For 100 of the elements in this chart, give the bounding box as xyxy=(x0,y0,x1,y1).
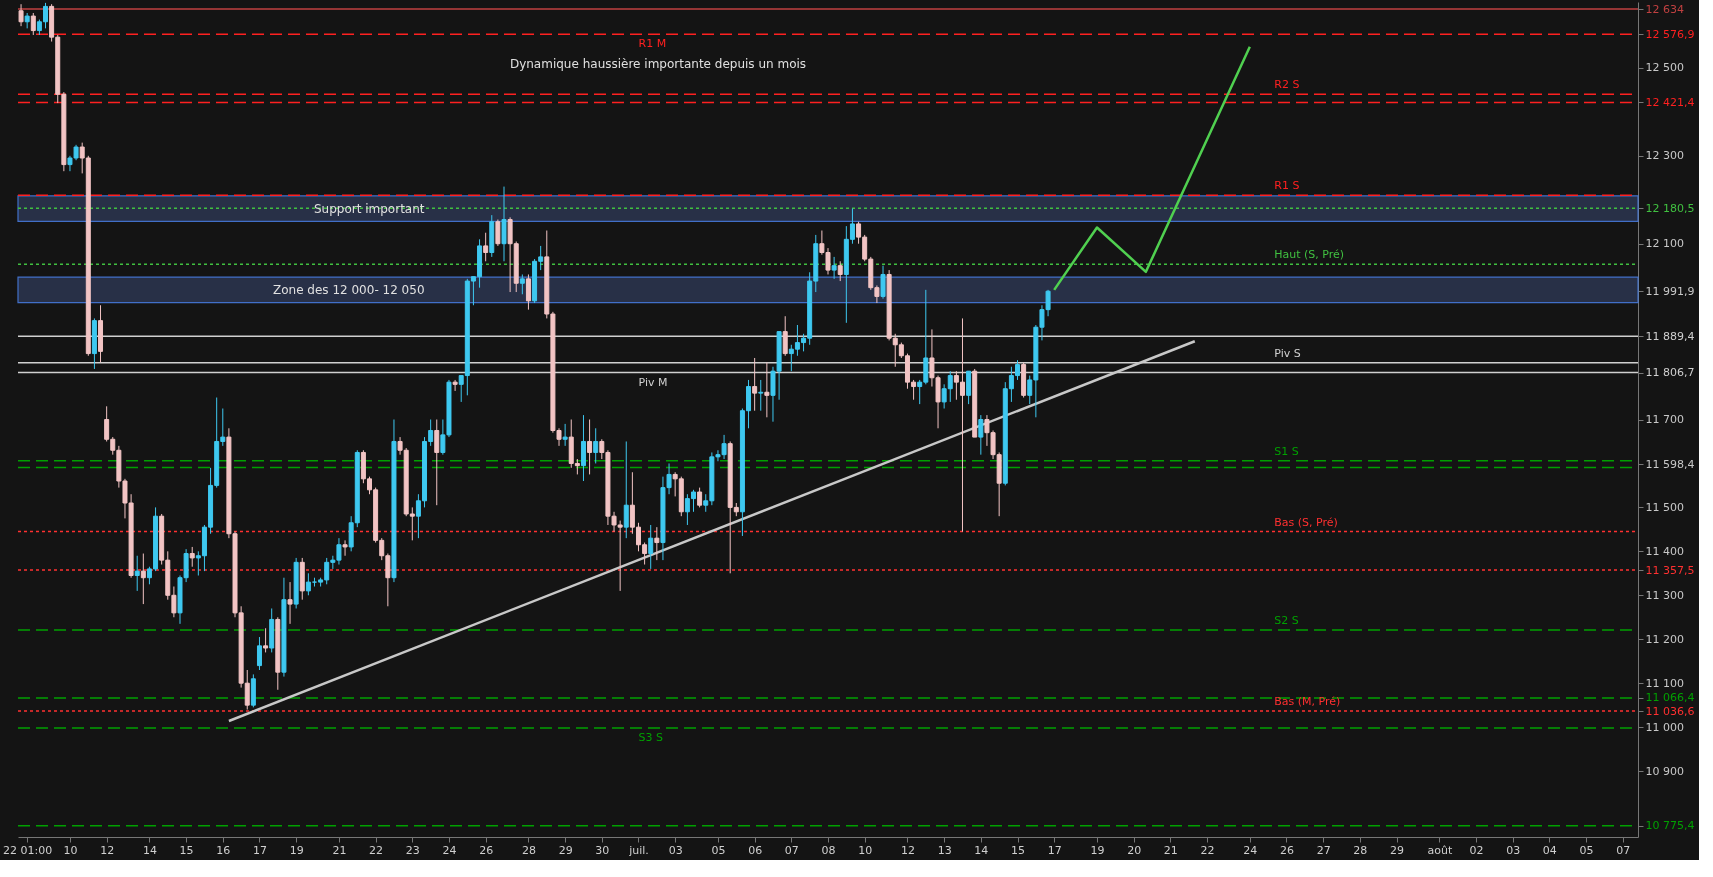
x-tick-label: 21 xyxy=(1163,843,1178,857)
x-tick-label: 22 xyxy=(1200,843,1215,857)
x-tick-label: 07 xyxy=(1616,843,1631,857)
y-tick-label: 11 000 xyxy=(1645,720,1684,734)
y-tick-label: 10 775,4 xyxy=(1645,819,1695,833)
y-tick-label: 12 300 xyxy=(1645,149,1684,163)
candlestick xyxy=(648,524,654,570)
y-tick-label: 11 036,6 xyxy=(1645,704,1695,718)
ref-line-label: S3 S xyxy=(638,731,663,745)
ref-line-label: R2 S xyxy=(1274,78,1300,92)
x-tick-label: 22 xyxy=(369,843,384,857)
candlestick xyxy=(880,265,886,300)
x-tick-label: 26 xyxy=(479,843,494,857)
x-tick-label: 03 xyxy=(1506,843,1521,857)
ref-line-label: S1 S xyxy=(1274,444,1299,458)
candlestick xyxy=(495,219,501,247)
candlestick xyxy=(519,273,525,295)
x-tick-label: 24 xyxy=(1243,843,1258,857)
x-tick-label: 23 xyxy=(405,843,420,857)
x-tick-label: août xyxy=(1427,843,1453,857)
y-tick-label: 12 421,4 xyxy=(1645,95,1695,109)
y-tick-label: 11 598,4 xyxy=(1645,457,1695,471)
x-tick-label: 12 xyxy=(100,843,115,857)
annotation: Dynamique haussière importante depuis un mois xyxy=(509,57,807,71)
x-tick-label: 28 xyxy=(521,843,536,857)
candlestick xyxy=(654,526,660,561)
y-tick-label: 12 634 xyxy=(1645,2,1684,16)
x-tick-label: 27 xyxy=(1316,843,1331,857)
x-tick-label: 14 xyxy=(974,843,989,857)
x-tick-label: 02 xyxy=(1469,843,1484,857)
x-tick-label: 06 xyxy=(748,843,763,857)
candlestick xyxy=(831,256,837,280)
x-tick-label: 12 xyxy=(900,843,915,857)
x-tick-label: 10 xyxy=(858,843,873,857)
candlestick xyxy=(263,627,269,653)
x-tick-label: 22 01:00 xyxy=(3,843,53,857)
x-tick-label: juil. xyxy=(628,843,649,857)
candlestick xyxy=(140,553,146,605)
line-series xyxy=(1052,45,1252,292)
y-tick-label: 12 576,9 xyxy=(1645,27,1695,41)
candlestick xyxy=(837,260,843,282)
ref-line-label: S2 S xyxy=(1274,614,1299,628)
x-tick-label: 13 xyxy=(937,843,952,857)
candlestick xyxy=(587,419,593,475)
x-tick-label: 21 xyxy=(332,843,347,857)
y-tick-label: 11 300 xyxy=(1645,588,1684,602)
ref-line-label: Piv M xyxy=(638,375,668,389)
x-tick-label: 05 xyxy=(711,843,726,857)
candlestick xyxy=(134,555,140,592)
x-tick-label: 08 xyxy=(821,843,836,857)
x-tick-label: 07 xyxy=(784,843,799,857)
candlestick xyxy=(752,357,758,412)
candlestick xyxy=(342,539,348,557)
y-tick-label: 10 900 xyxy=(1645,764,1684,778)
candlestick xyxy=(978,414,984,456)
candlestick xyxy=(758,379,764,412)
ref-line-label: Haut (S, Pré) xyxy=(1274,248,1345,262)
x-tick-label: 19 xyxy=(289,843,304,857)
x-tick-label: 24 xyxy=(442,843,457,857)
x-tick-label: 05 xyxy=(1579,843,1594,857)
y-tick-label: 12 100 xyxy=(1645,237,1684,251)
x-tick-label: 30 xyxy=(595,843,610,857)
x-tick-label: 19 xyxy=(1090,843,1105,857)
x-tick-label: 15 xyxy=(179,843,194,857)
x-tick-label: 29 xyxy=(1390,843,1405,857)
y-tick-label: 11 889,4 xyxy=(1645,329,1695,343)
candlestick xyxy=(287,581,293,625)
ref-line-label: Bas (S, Pré) xyxy=(1274,515,1338,529)
y-tick-label: 11 991,9 xyxy=(1645,284,1695,298)
candlestick xyxy=(452,379,458,392)
y-tick-label: 11 500 xyxy=(1645,500,1684,514)
y-tick-label: 11 066,4 xyxy=(1645,691,1695,705)
x-tick-label: 28 xyxy=(1353,843,1368,857)
candlestick xyxy=(30,12,36,36)
x-tick-label: 04 xyxy=(1542,843,1557,857)
candlestick xyxy=(189,546,195,568)
band-label: Support important xyxy=(313,201,425,216)
candlestick xyxy=(434,419,440,506)
ref-line-label: Piv S xyxy=(1274,346,1301,360)
y-tick-label: 12 180,5 xyxy=(1645,201,1695,215)
candlestick xyxy=(525,273,531,311)
candlestick xyxy=(782,315,788,357)
candlestick xyxy=(256,636,262,671)
y-tick-label: 11 100 xyxy=(1645,676,1684,690)
x-tick-label: 03 xyxy=(668,843,683,857)
candlestick xyxy=(697,487,703,508)
x-tick-label: 16 xyxy=(216,843,231,857)
candlestick xyxy=(764,361,770,418)
candlestick xyxy=(593,427,599,464)
ref-line-label: R1 S xyxy=(1274,179,1300,193)
x-tick-label: 10 xyxy=(63,843,78,857)
y-tick-label: 12 500 xyxy=(1645,61,1684,75)
x-tick-label: 17 xyxy=(252,843,267,857)
band-label: Zone des 12 000- 12 050 xyxy=(272,282,425,297)
x-tick-label: 14 xyxy=(142,843,157,857)
x-tick-label: 15 xyxy=(1011,843,1026,857)
y-tick-label: 11 700 xyxy=(1645,413,1684,426)
y-tick-label: 11 200 xyxy=(1645,632,1684,646)
ref-line-label: Bas (M, Pré) xyxy=(1274,695,1341,709)
x-tick-label: 17 xyxy=(1047,843,1062,857)
